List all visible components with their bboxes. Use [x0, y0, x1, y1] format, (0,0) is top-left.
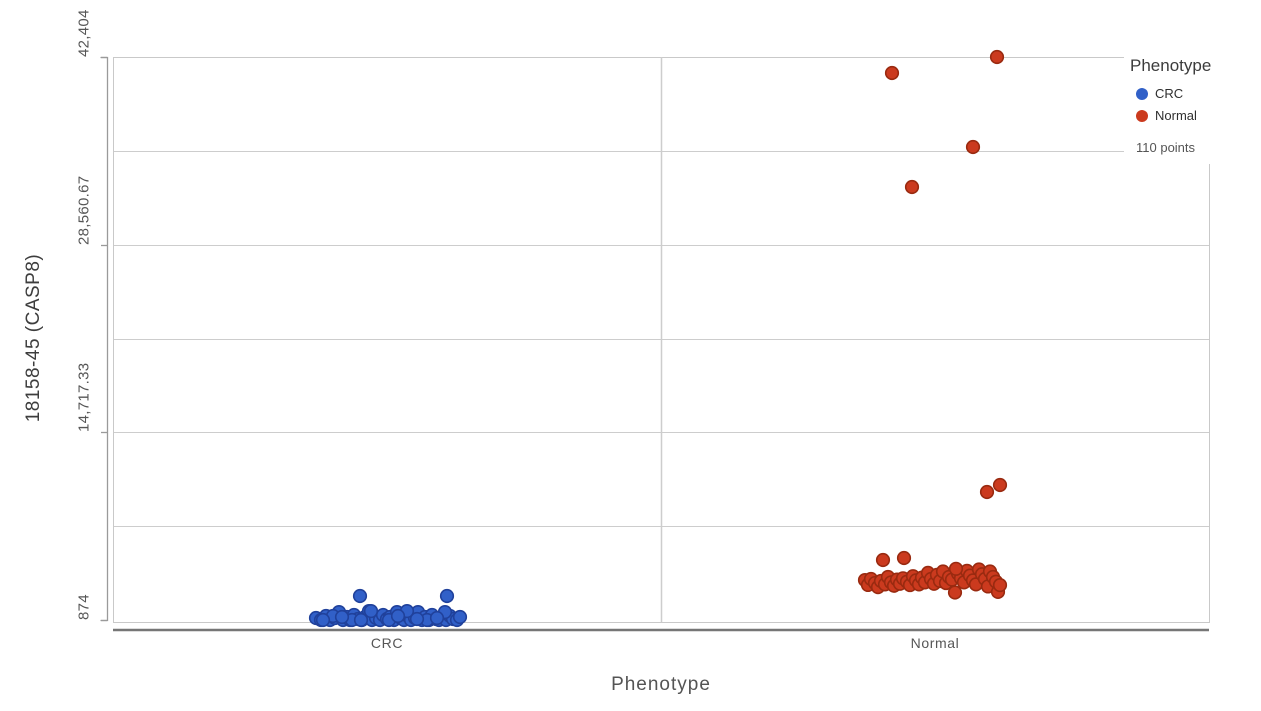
legend-item-normal[interactable]: Normal: [1136, 108, 1261, 123]
y-axis-title: 18158-45 (CASP8): [23, 253, 44, 423]
legend-item-crc[interactable]: CRC: [1136, 86, 1261, 101]
crc-series-dot-icon: [1136, 87, 1148, 100]
normal-series-dot-icon: [1136, 109, 1148, 122]
legend-item-crc-label: CRC: [1155, 86, 1184, 101]
legend-item-normal-label: Normal: [1155, 108, 1197, 123]
points-count-label: 110 points: [1136, 140, 1196, 155]
x-tick-label-normal: Normal: [910, 635, 960, 651]
legend: Phenotype CRC Normal 110 points: [1124, 52, 1261, 164]
x-tick-label-crc: CRC: [370, 635, 404, 651]
x-axis-title: Phenotype: [611, 674, 711, 695]
legend-title: Phenotype: [1130, 56, 1212, 75]
